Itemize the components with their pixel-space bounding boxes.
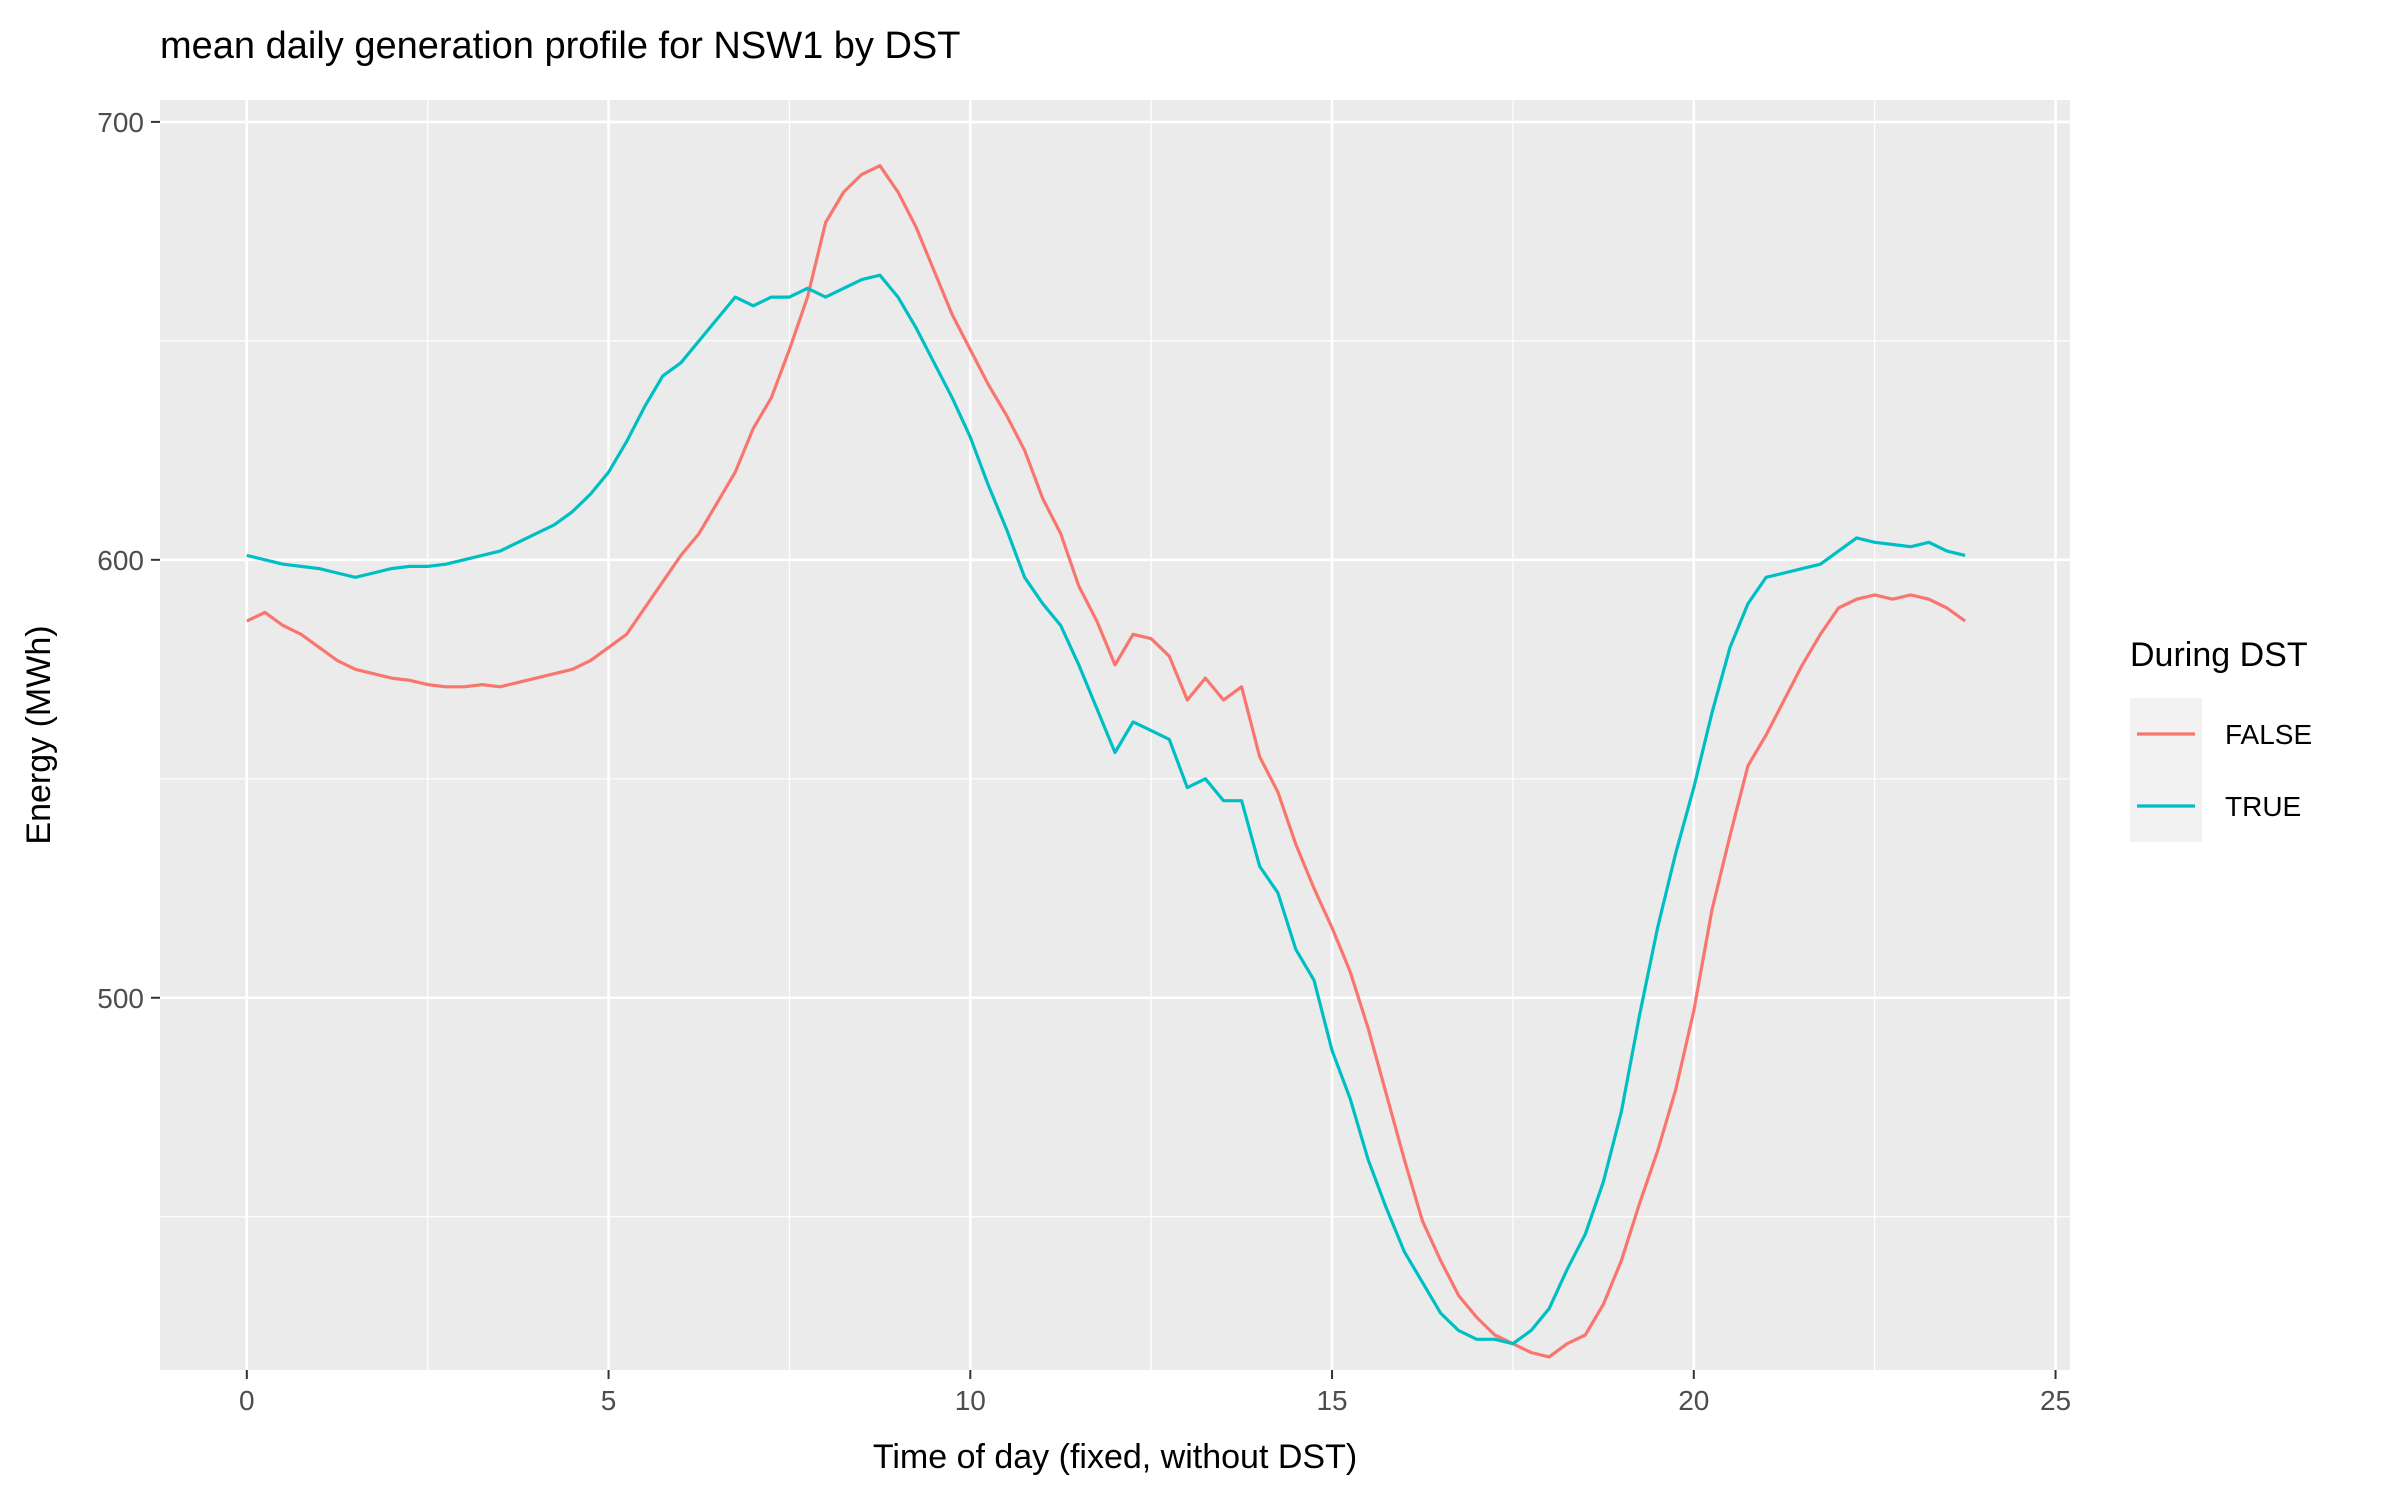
plot-panel [160,100,2070,1370]
legend-label-true: TRUE [2225,791,2301,822]
y-tick-label: 700 [97,107,144,138]
x-tick-label: 25 [2040,1385,2071,1416]
series-line-false [246,164,1967,1359]
x-tick-label: 20 [1678,1385,1709,1416]
x-axis-title: Time of day (fixed, without DST) [873,1438,1357,1476]
series-lines [246,164,1967,1359]
y-axis-title: Energy (MWh) [20,625,58,844]
y-tick-label: 600 [97,545,144,576]
y-axis-ticks: 500 600 700 [97,107,160,1014]
legend-label-false: FALSE [2225,719,2312,750]
grid [160,100,2070,1370]
y-tick-label: 500 [97,983,144,1014]
x-tick-label: 15 [1316,1385,1347,1416]
x-tick-label: 0 [239,1385,255,1416]
chart-title: mean daily generation profile for NSW1 b… [160,25,960,67]
series-line-true [246,273,1966,1346]
x-axis-ticks: 0 5 10 15 20 25 [239,1370,2071,1416]
x-tick-label: 5 [601,1385,617,1416]
x-tick-label: 10 [955,1385,986,1416]
legend-title: During DST [2130,636,2308,674]
legend: During DST FALSE TRUE [2130,636,2312,842]
